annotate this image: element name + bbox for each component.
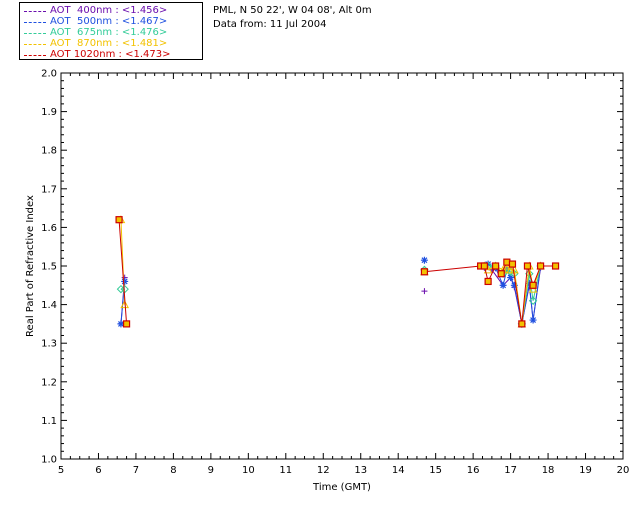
- x-tick-label: 7: [133, 465, 139, 476]
- data-point: [551, 262, 560, 270]
- data-point: [507, 274, 515, 282]
- y-tick-label: 1.2: [41, 377, 57, 388]
- y-axis-title: Real Part of Refractive Index: [25, 195, 36, 337]
- data-point: [116, 284, 126, 294]
- data-point: [529, 281, 537, 289]
- x-tick-label: 19: [579, 465, 592, 476]
- x-tick-label: 13: [354, 465, 367, 476]
- x-tick-label: 9: [208, 465, 214, 476]
- legend-label-870nm: AOT 870nm : <1.481>: [50, 38, 168, 49]
- data-point: [525, 279, 533, 287]
- x-tick-label: 10: [242, 465, 255, 476]
- y-tick-label: 1.0: [41, 455, 57, 466]
- y-tick-label: 1.4: [41, 300, 57, 311]
- y-tick-label: 1.7: [41, 184, 57, 195]
- data-point: [508, 260, 517, 268]
- data-point: [115, 216, 123, 224]
- legend-item-870nm: AOT 870nm : <1.481>: [24, 38, 167, 50]
- series-line: [120, 265, 542, 324]
- data-date: Data from: 11 Jul 2004: [213, 19, 327, 30]
- data-point: [499, 281, 507, 289]
- axis-ticks: 5 6 7 8 9 10 11 12 13 14 15 16 17 18 19 20 1.0 1.1 1.2 1.3 1…: [41, 69, 629, 477]
- data-point: [420, 256, 428, 264]
- x-tick-label: 5: [58, 465, 64, 476]
- legend-item-400nm: AOT 400nm : <1.456>: [24, 5, 167, 17]
- x-tick-label: 17: [504, 465, 517, 476]
- legend-swatch-500nm: [24, 21, 46, 23]
- data-point: [420, 268, 429, 276]
- x-tick-label: 16: [467, 465, 480, 476]
- data-point: [518, 320, 526, 328]
- legend-label-400nm: AOT 400nm : <1.456>: [50, 5, 168, 16]
- y-tick-label: 1.5: [41, 262, 57, 273]
- y-tick-label: 2.0: [41, 69, 57, 80]
- data-point: [484, 260, 492, 268]
- legend-label-500nm: AOT 500nm : <1.467>: [50, 16, 168, 27]
- y-tick-label: 1.6: [41, 223, 57, 234]
- x-tick-label: 14: [392, 465, 405, 476]
- y-tick-label: 1.9: [41, 107, 57, 118]
- y-tick-label: 1.8: [41, 146, 57, 157]
- legend-item-1020nm: AOT 1020nm : <1.473>: [24, 49, 170, 61]
- site-info: PML, N 50 22', W 04 08', Alt 0m Data fro…: [213, 4, 372, 32]
- data-point: [528, 284, 538, 293]
- y-tick-label: 1.3: [41, 339, 57, 350]
- data-point: [492, 262, 500, 270]
- series-4: [115, 216, 560, 328]
- series-line: [118, 219, 556, 324]
- data-point: [421, 288, 428, 295]
- data-point: [117, 320, 125, 328]
- x-tick-label: 8: [170, 465, 176, 476]
- x-tick-label: 11: [279, 465, 292, 476]
- legend-item-675nm: AOT 675nm : <1.476>: [24, 27, 167, 39]
- legend-swatch-400nm: [24, 10, 46, 12]
- x-tick-label: 20: [617, 465, 630, 476]
- site-location: PML, N 50 22', W 04 08', Alt 0m: [213, 5, 372, 16]
- legend-label-675nm: AOT 675nm : <1.476>: [50, 27, 168, 38]
- legend-swatch-675nm: [24, 32, 46, 34]
- legend-swatch-1020nm: [24, 54, 46, 56]
- data-point: [529, 316, 537, 324]
- series-layer: [115, 215, 560, 329]
- series-line: [120, 267, 542, 325]
- data-point: [483, 265, 493, 274]
- data-point: [121, 277, 129, 285]
- data-point: [528, 296, 538, 305]
- series-2: [116, 261, 545, 329]
- series-3: [116, 215, 545, 328]
- x-tick-label: 15: [429, 465, 442, 476]
- legend: AOT 400nm : <1.456> AOT 500nm : <1.467> …: [19, 2, 203, 60]
- data-point: [122, 320, 131, 328]
- data-point: [497, 270, 505, 278]
- data-point: [480, 262, 488, 270]
- series-0: [117, 264, 544, 327]
- data-point: [484, 277, 492, 286]
- x-tick-label: 6: [95, 465, 101, 476]
- data-point: [536, 262, 545, 270]
- legend-label-1020nm: AOT 1020nm : <1.473>: [50, 49, 171, 60]
- series-line: [120, 263, 542, 324]
- data-point: [510, 281, 518, 289]
- x-tick-label: 18: [542, 465, 555, 476]
- y-tick-label: 1.1: [41, 416, 57, 427]
- series-line: [120, 219, 542, 324]
- x-axis-title: Time (GMT): [312, 482, 371, 493]
- x-tick-label: 12: [317, 465, 330, 476]
- data-point: [120, 300, 130, 309]
- legend-swatch-870nm: [24, 43, 46, 45]
- data-point: [523, 262, 532, 270]
- legend-item-500nm: AOT 500nm : <1.467>: [24, 16, 167, 28]
